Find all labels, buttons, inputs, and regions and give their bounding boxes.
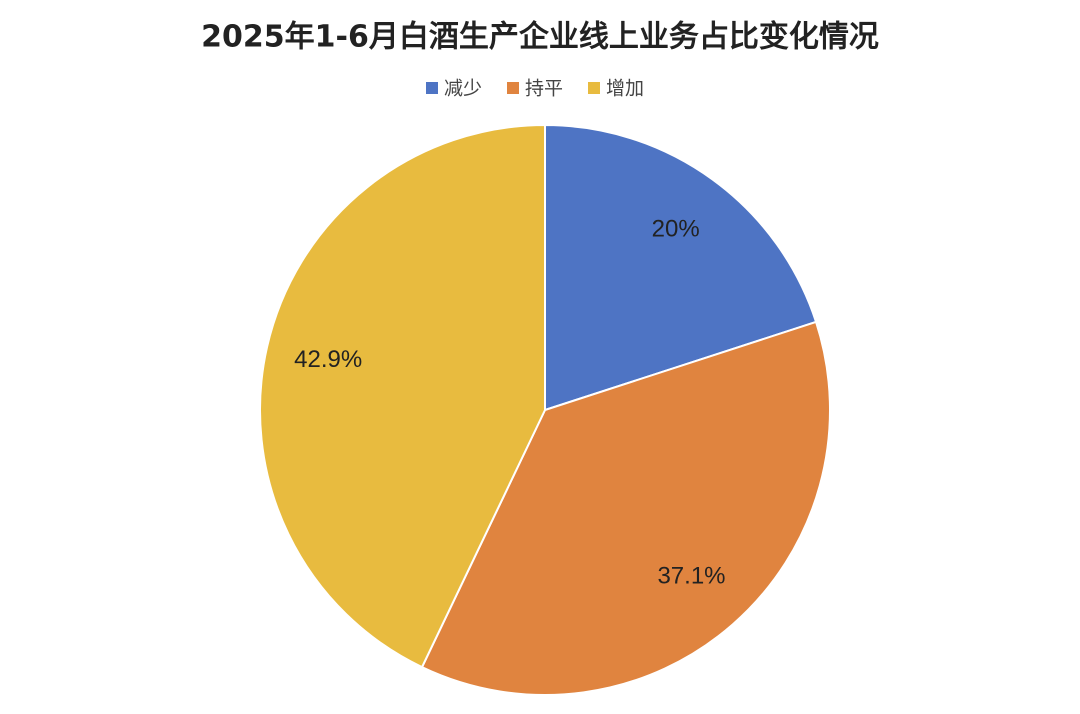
legend-swatch [507,82,519,94]
pie-slice [259,123,546,669]
legend-label: 持平 [525,78,563,100]
pie-slice [420,320,831,696]
legend-swatch [588,82,600,94]
data-label: 20% [652,215,700,242]
data-label: 37.1% [657,563,725,590]
chart-title: 2025年1-6月白酒生产企业线上业务占比变化情况 [201,20,879,55]
pie-slice [544,123,818,412]
data-label: 42.9% [294,346,362,373]
legend-label: 减少 [444,78,482,100]
legend-swatch [426,82,438,94]
legend-label: 增加 [606,78,644,100]
